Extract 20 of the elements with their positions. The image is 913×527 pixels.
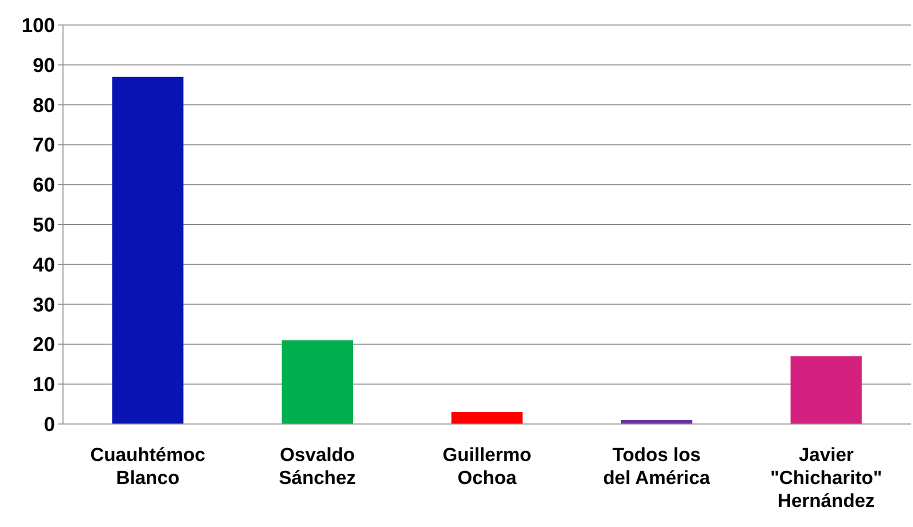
y-tick-label: 10 xyxy=(32,374,55,396)
y-tick-label: 30 xyxy=(32,294,55,316)
y-tick-label: 0 xyxy=(44,414,55,436)
y-tick-label: 90 xyxy=(32,54,55,77)
x-tick-label: Osvaldo Sánchez xyxy=(278,445,356,489)
bar xyxy=(790,356,862,424)
x-tick-label: Guillermo Ochoa xyxy=(442,445,532,489)
x-tick-label: Javier "Chicharito" Hernández xyxy=(770,445,882,512)
y-tick-label: 50 xyxy=(32,214,55,236)
y-tick-label: 80 xyxy=(32,94,55,117)
y-tick-label: 100 xyxy=(22,15,55,37)
bar xyxy=(451,412,523,424)
y-tick-label: 20 xyxy=(32,334,55,356)
x-tick-label: Todos los del América xyxy=(603,445,711,489)
y-tick-label: 40 xyxy=(32,254,55,276)
bar xyxy=(282,340,354,424)
y-tick-label: 70 xyxy=(32,134,55,157)
y-tick-label: 60 xyxy=(32,174,55,197)
x-tick-label: Cuauhtémoc Blanco xyxy=(90,445,206,489)
bar xyxy=(112,76,184,424)
